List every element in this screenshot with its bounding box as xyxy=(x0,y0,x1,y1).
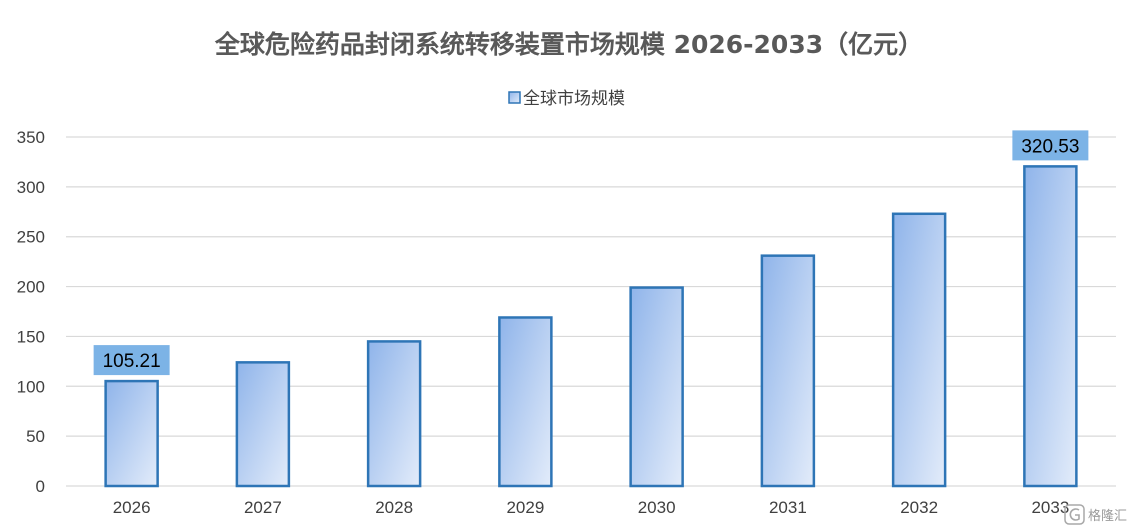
x-tick-label: 2028 xyxy=(375,498,413,517)
y-tick-label: 250 xyxy=(17,228,45,247)
x-tick-label: 2026 xyxy=(113,498,151,517)
x-tick-label: 2029 xyxy=(506,498,544,517)
bar xyxy=(366,340,422,488)
bar xyxy=(760,254,816,488)
x-tick-label: 2030 xyxy=(638,498,676,517)
watermark: 格隆汇 xyxy=(1064,504,1127,525)
y-tick-label: 50 xyxy=(26,427,45,446)
bar xyxy=(1023,165,1078,488)
bar xyxy=(891,212,947,488)
gelonghui-logo-icon xyxy=(1064,504,1085,525)
bar xyxy=(498,316,553,488)
y-tick-label: 0 xyxy=(36,477,45,496)
data-label-box xyxy=(93,345,170,376)
bars xyxy=(104,165,1078,488)
data-label: 105.21 xyxy=(103,351,161,372)
data-label-box xyxy=(1012,130,1089,161)
y-tick-label: 300 xyxy=(17,178,45,197)
x-tick-label: 2027 xyxy=(244,498,282,517)
chart-title: 全球危险药品封闭系统转移装置市场规模 2026-2033（亿元） xyxy=(214,30,923,59)
x-axis-ticks: 2026 2027 2028 2029 2030 2031 2032 2033 xyxy=(113,498,1070,517)
x-tick-label: 2032 xyxy=(900,498,938,517)
y-tick-label: 100 xyxy=(17,377,45,396)
y-tick-label: 200 xyxy=(17,278,45,297)
data-labels: 105.21 320.53 xyxy=(93,130,1089,376)
legend: 全球市场规模 xyxy=(508,89,625,109)
y-tick-label: 150 xyxy=(17,327,45,346)
legend-swatch xyxy=(508,91,521,104)
y-axis-ticks: 0 50 100 150 200 250 300 350 xyxy=(17,128,45,496)
bar xyxy=(629,286,684,488)
bar xyxy=(104,379,159,488)
data-label: 320.53 xyxy=(1021,136,1079,157)
x-tick-label: 2033 xyxy=(1031,498,1069,517)
gridlines xyxy=(66,136,1116,487)
bar xyxy=(235,361,291,488)
legend-label: 全球市场规模 xyxy=(523,89,625,109)
x-tick-label: 2031 xyxy=(769,498,807,517)
y-tick-label: 350 xyxy=(17,128,45,147)
watermark-text: 格隆汇 xyxy=(1088,508,1127,524)
